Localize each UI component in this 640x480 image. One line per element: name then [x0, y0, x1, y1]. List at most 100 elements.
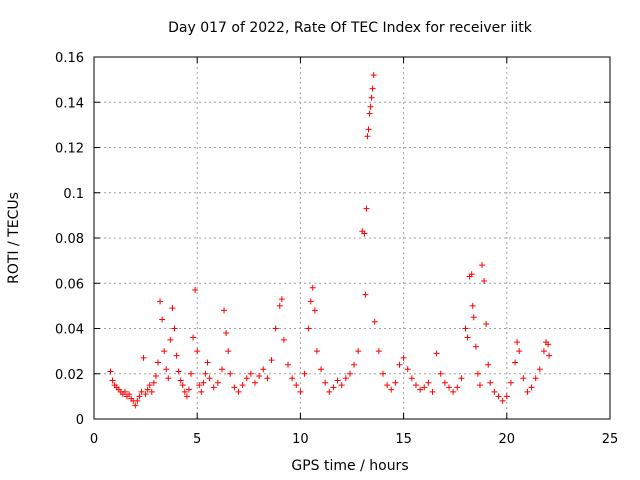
data-point: [185, 386, 192, 393]
data-point: [388, 386, 395, 393]
data-point: [361, 230, 368, 237]
data-point: [536, 366, 543, 373]
data-point: [396, 361, 403, 368]
data-point: [132, 402, 139, 409]
chart-title: Day 017 of 2022, Rate Of TEC Index for r…: [168, 20, 533, 36]
data-point: [225, 348, 232, 355]
data-point: [154, 359, 161, 366]
data-point: [188, 370, 195, 377]
data-point: [136, 393, 143, 400]
data-point: [454, 384, 461, 391]
data-point: [400, 354, 407, 361]
data-point: [487, 379, 494, 386]
data-point: [351, 361, 358, 368]
data-point: [491, 388, 498, 395]
data-point: [309, 284, 316, 291]
data-point: [196, 382, 203, 389]
data-point: [210, 384, 217, 391]
data-point: [107, 368, 114, 375]
x-tick-label: 5: [193, 432, 201, 447]
data-point: [540, 348, 547, 355]
data-point: [264, 375, 271, 382]
data-point: [545, 341, 552, 348]
data-point: [247, 370, 254, 377]
data-point: [532, 375, 539, 382]
data-point: [479, 262, 486, 269]
y-tick-label: 0.1: [63, 187, 84, 202]
data-point: [214, 379, 221, 386]
data-point: [192, 287, 199, 294]
data-point: [159, 316, 166, 323]
data-point: [476, 382, 483, 389]
x-tick-label: 10: [292, 432, 309, 447]
data-point: [280, 336, 287, 343]
data-point: [150, 379, 157, 386]
data-point: [441, 379, 448, 386]
data-point: [512, 359, 519, 366]
data-point: [346, 370, 353, 377]
data-point: [134, 397, 141, 404]
data-point: [194, 348, 201, 355]
y-axis-label: ROTI / TECUs: [6, 192, 22, 284]
data-point: [278, 296, 285, 303]
data-point: [516, 348, 523, 355]
data-point: [462, 325, 469, 332]
data-point: [318, 366, 325, 373]
data-point: [355, 348, 362, 355]
data-point: [469, 302, 476, 309]
data-point: [181, 388, 188, 395]
data-point: [260, 366, 267, 373]
y-tick-label: 0.08: [55, 232, 84, 247]
data-point: [307, 298, 314, 305]
data-point: [206, 375, 213, 382]
data-point: [364, 133, 371, 140]
data-point: [167, 336, 174, 343]
data-point: [169, 305, 176, 312]
data-point: [369, 85, 376, 92]
data-point: [313, 348, 320, 355]
y-tick-label: 0.12: [55, 142, 84, 157]
data-point: [268, 357, 275, 364]
data-point: [342, 375, 349, 382]
data-point: [472, 343, 479, 350]
data-point: [330, 384, 337, 391]
y-tick-labels: 0 0.02 0.04 0.06 0.08 0.1 0.12 0.14 0.16: [55, 51, 84, 428]
data-point: [408, 375, 415, 382]
data-point: [546, 352, 553, 359]
data-point: [474, 370, 481, 377]
tick-marks: [93, 56, 611, 420]
data-point: [379, 370, 386, 377]
data-point: [483, 320, 490, 327]
data-point: [297, 388, 304, 395]
data-point: [470, 314, 477, 321]
data-point: [301, 370, 308, 377]
x-tick-label: 15: [395, 432, 412, 447]
data-point: [235, 388, 242, 395]
grid-lines: [94, 57, 610, 419]
data-point: [375, 348, 382, 355]
x-tick-label: 0: [90, 432, 98, 447]
data-point: [121, 388, 128, 395]
data-point: [468, 271, 475, 278]
data-point: [272, 325, 279, 332]
data-point: [370, 72, 377, 79]
data-point: [221, 307, 228, 314]
x-tick-label: 20: [499, 432, 516, 447]
data-point: [458, 375, 465, 382]
data-point: [326, 388, 333, 395]
data-point: [157, 298, 164, 305]
data-points: [107, 72, 553, 409]
data-point: [227, 370, 234, 377]
data-point: [256, 373, 263, 380]
data-point: [200, 379, 207, 386]
data-point: [503, 393, 510, 400]
data-point: [446, 384, 453, 391]
data-point: [417, 386, 424, 393]
data-point: [499, 397, 506, 404]
data-point: [140, 354, 147, 361]
data-point: [251, 379, 258, 386]
data-point: [171, 325, 178, 332]
data-point: [163, 366, 170, 373]
data-point: [243, 375, 250, 382]
y-tick-label: 0: [76, 413, 84, 428]
